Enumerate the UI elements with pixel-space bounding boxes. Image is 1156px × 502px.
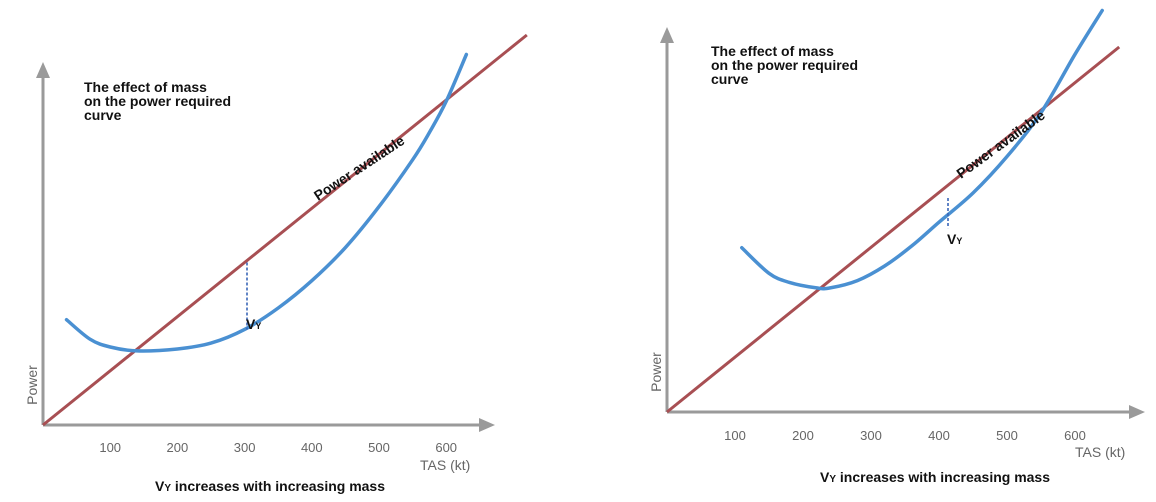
x-tick-label: 300 — [234, 440, 256, 455]
chart-title-line: curve — [84, 107, 122, 123]
x-axis-label: TAS (kt) — [1075, 444, 1125, 460]
x-tick-label: 300 — [860, 428, 882, 443]
x-tick-label: 200 — [792, 428, 814, 443]
y-axis-arrow-icon — [660, 27, 674, 43]
x-axis-arrow-icon — [479, 418, 495, 432]
chart-title-line: on the power required — [84, 93, 231, 109]
chart-caption: VY increases with increasing mass — [155, 478, 385, 494]
x-tick-label: 200 — [167, 440, 189, 455]
x-axis-arrow-icon — [1129, 405, 1145, 419]
x-axis-label: TAS (kt) — [420, 457, 470, 473]
x-tick-label: 600 — [435, 440, 457, 455]
x-tick-label: 100 — [99, 440, 121, 455]
x-tick-label: 400 — [928, 428, 950, 443]
x-tick-label: 400 — [301, 440, 323, 455]
vy-subscript: Y — [255, 321, 261, 331]
vy-label: VY — [947, 231, 962, 247]
chart-title-line: curve — [711, 71, 749, 87]
chart-caption: VY increases with increasing mass — [820, 469, 1050, 485]
power-available-label: Power available — [311, 132, 408, 203]
power-required-curve — [64, 52, 469, 353]
chart-title-line: on the power required — [711, 57, 858, 73]
vy-label: VY — [246, 316, 261, 332]
x-tick-label: 100 — [724, 428, 746, 443]
power-available-label: Power available — [953, 107, 1048, 182]
caption-subscript: Y — [164, 483, 171, 494]
vy-subscript: Y — [956, 236, 962, 246]
chart-title-line: The effect of mass — [711, 43, 834, 59]
y-axis-arrow-icon — [36, 62, 50, 78]
x-tick-label: 500 — [996, 428, 1018, 443]
x-tick-label: 600 — [1064, 428, 1086, 443]
power-required-curve — [740, 8, 1104, 291]
x-tick-label: 500 — [368, 440, 390, 455]
chart-title-line: The effect of mass — [84, 79, 207, 95]
chart-left: 100 200 300 400 500 600 TAS (kt) Power The effec… — [24, 33, 528, 494]
y-axis-label: Power — [24, 365, 40, 405]
caption-subscript: Y — [829, 474, 836, 485]
y-axis-label: Power — [648, 352, 664, 392]
power-available-line — [666, 45, 1121, 414]
